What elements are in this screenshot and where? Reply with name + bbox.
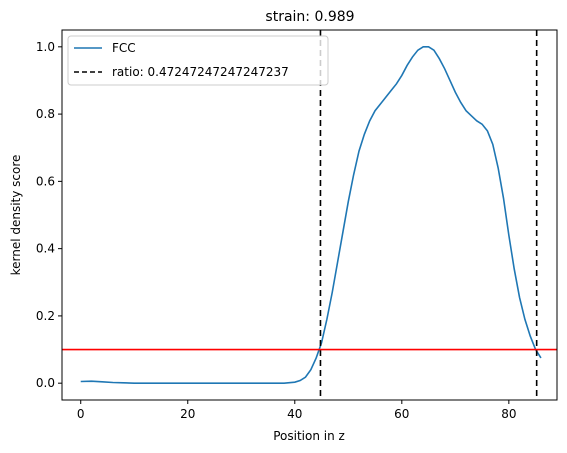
- y-tick-label: 0.8: [36, 107, 55, 121]
- x-tick-label: 60: [394, 407, 409, 421]
- legend: FCC ratio: 0.47247247247247237: [67, 35, 329, 86]
- y-tick-label: 1.0: [36, 40, 55, 54]
- y-tick-label: 0.4: [36, 242, 55, 256]
- y-axis: 0.0 0.2 0.4 0.6 0.8 1.0: [36, 40, 62, 390]
- chart-title: strain: 0.989: [265, 9, 354, 25]
- y-tick-label: 0.2: [36, 309, 55, 323]
- y-tick-label: 0.0: [36, 376, 55, 390]
- x-tick-label: 40: [287, 407, 302, 421]
- y-tick-label: 0.6: [36, 174, 55, 188]
- x-tick-label: 0: [77, 407, 85, 421]
- plot-area: [62, 30, 557, 400]
- x-tick-label: 20: [180, 407, 195, 421]
- legend-box: [67, 35, 329, 86]
- x-axis-label: Position in z: [273, 429, 345, 443]
- fcc-density-line: [80, 46, 542, 384]
- legend-ratio-label: ratio: 0.47247247247247237: [112, 65, 289, 79]
- plot-marks: [62, 30, 557, 400]
- x-tick-label: 80: [501, 407, 516, 421]
- x-axis: 0 20 40 60 80: [77, 400, 516, 421]
- y-axis-label: kernel density score: [9, 155, 23, 276]
- legend-fcc-label: FCC: [112, 41, 136, 55]
- axes-frame: [61, 29, 558, 401]
